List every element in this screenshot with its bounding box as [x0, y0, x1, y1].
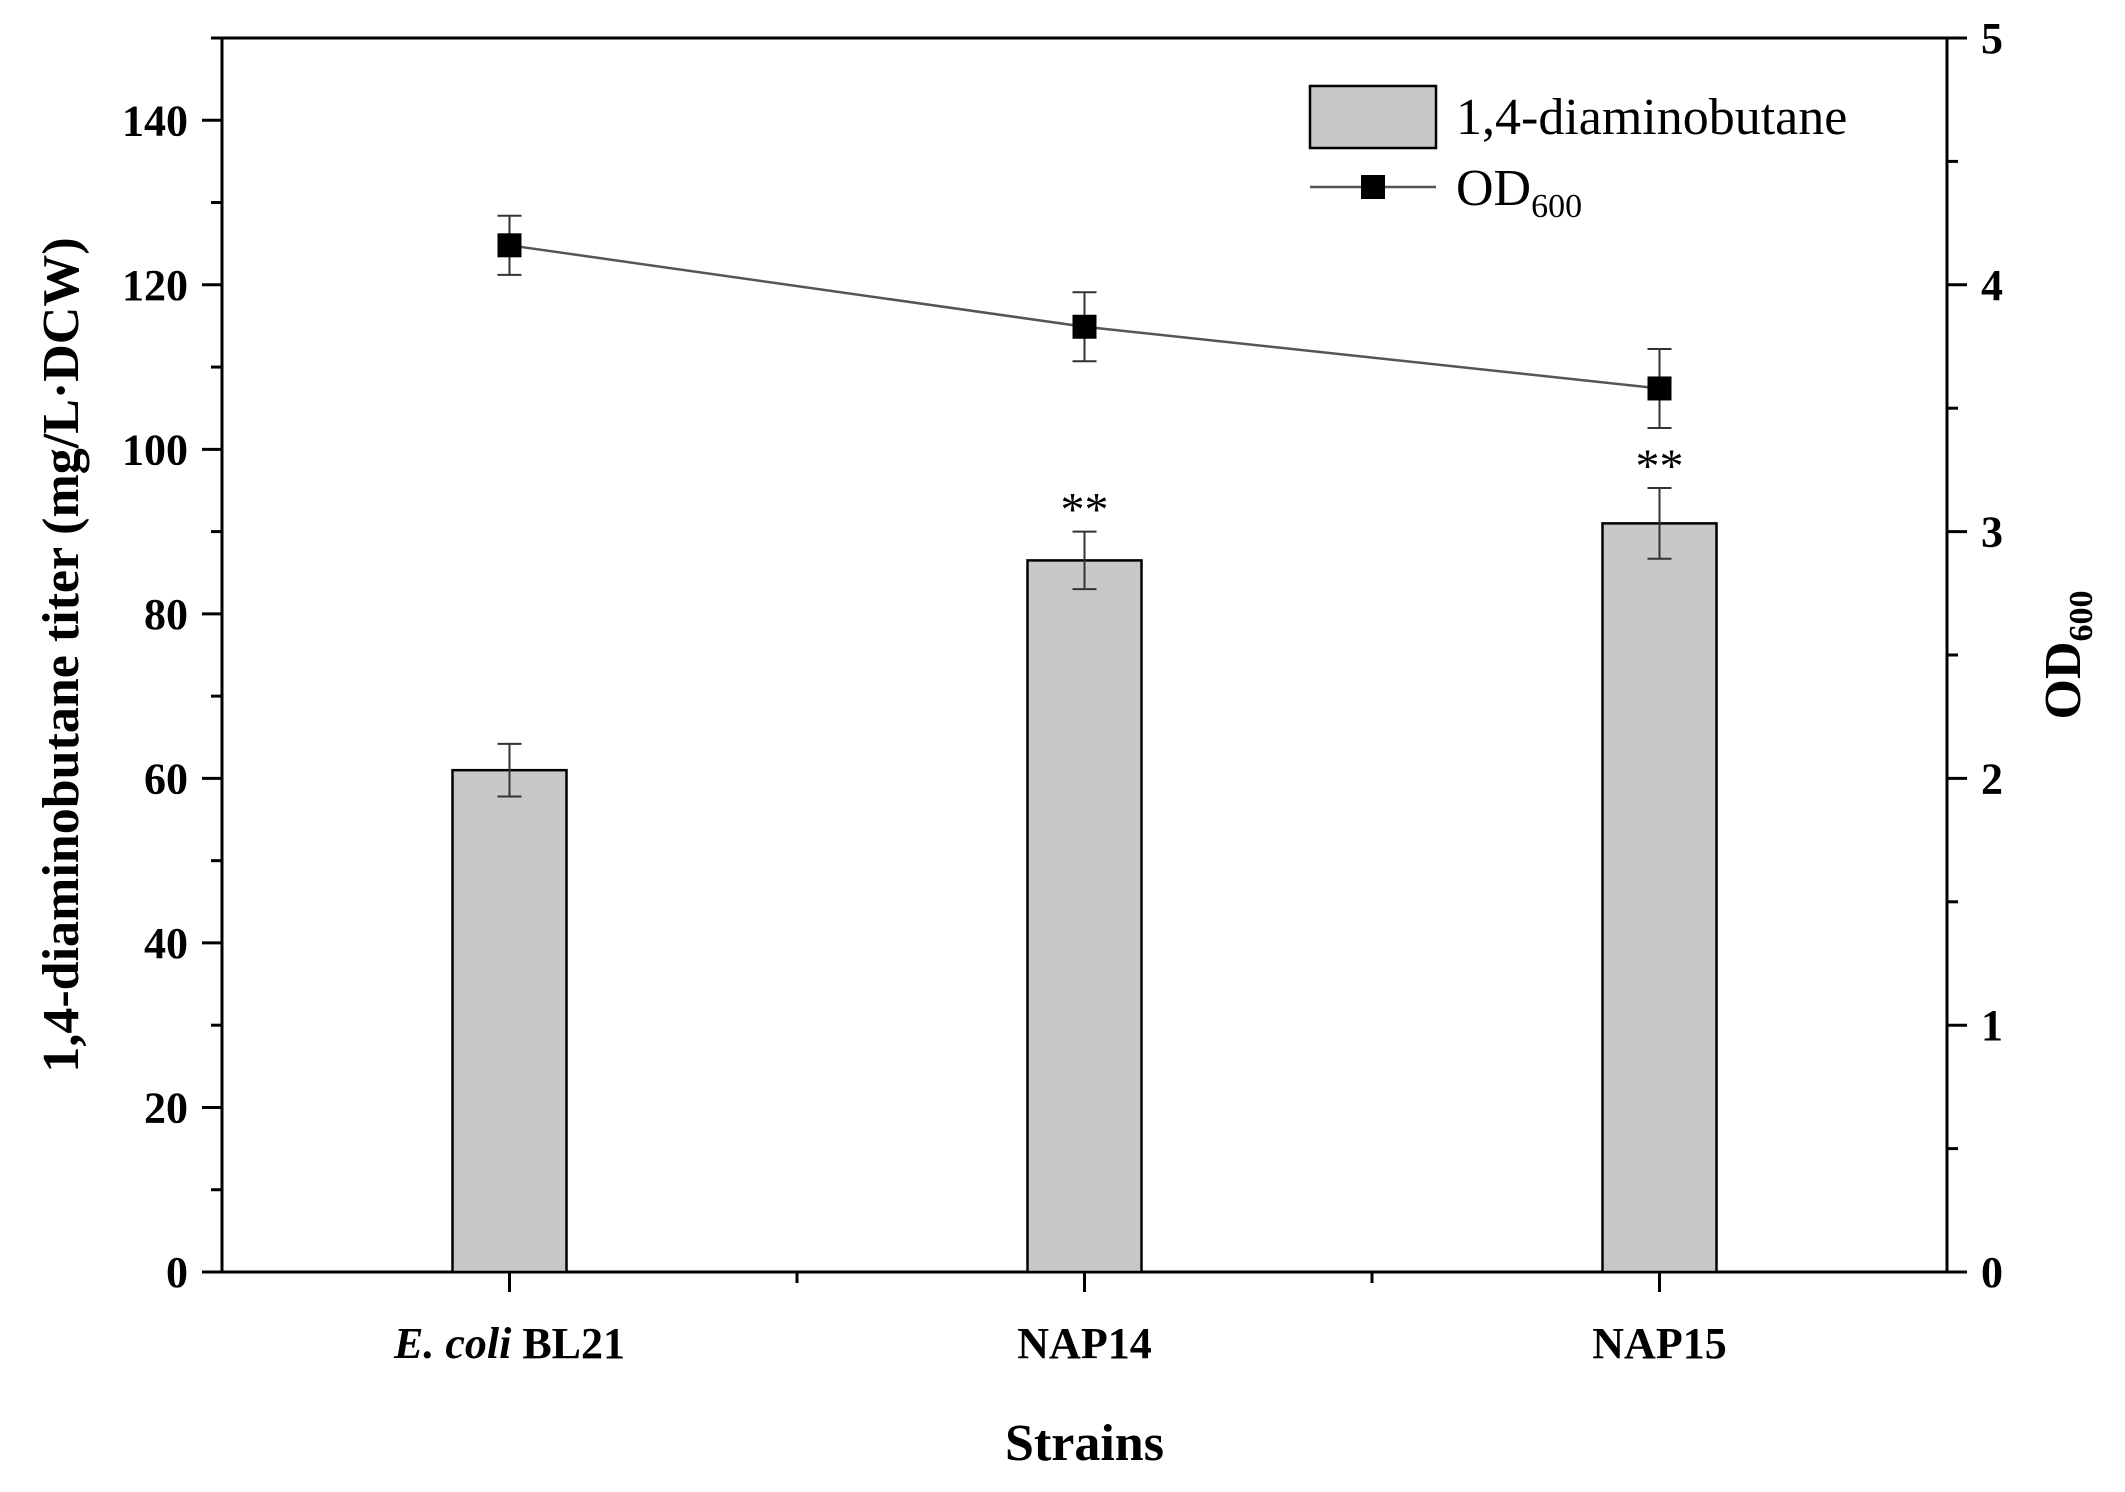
y-tick-label: 80 [144, 590, 188, 639]
significance-label: ** [1636, 440, 1684, 493]
y2-axis-title-main: OD [2035, 642, 2092, 720]
line-series-group [497, 214, 1672, 429]
y2-tick-label: 0 [1981, 1248, 2003, 1297]
bar [451, 768, 568, 1274]
x-tick-label-main: BL21 [522, 1319, 625, 1368]
od600-point [497, 233, 522, 258]
y2-tick-label: 2 [1981, 754, 2003, 803]
legend-bar-swatch [1308, 84, 1438, 150]
y-tick-label: 100 [122, 425, 188, 474]
legend: 1,4-diaminobutane OD600 [1308, 84, 1847, 225]
x-tick-label-italic: E. coli [393, 1319, 522, 1368]
legend-line-label: OD600 [1456, 160, 1582, 225]
x-tick-label: NAP15 [1592, 1319, 1726, 1368]
bar [1026, 559, 1143, 1274]
x-axis-title: Strains [1005, 1415, 1164, 1472]
significance-label: ** [1061, 484, 1109, 537]
y-tick-label: 140 [122, 96, 188, 145]
od600-point [1072, 314, 1097, 339]
bars-group: ** ** [451, 440, 1718, 1274]
y2-axis-title-sub: 600 [2063, 591, 2100, 642]
y-tick-label: 120 [122, 261, 188, 310]
y2-tick-label: 5 [1981, 14, 2003, 63]
legend-line-label-sub: 600 [1531, 188, 1582, 225]
legend-bar-label: 1,4-diaminobutane [1456, 89, 1847, 146]
legend-line-marker [1361, 175, 1385, 199]
y-tick-label: 0 [166, 1248, 188, 1297]
y2-axis-title: OD600 [2035, 591, 2100, 720]
y2-tick-label: 1 [1981, 1001, 2003, 1050]
bar [1601, 522, 1718, 1274]
y-tick-label: 60 [144, 754, 188, 803]
y-tick-label: 40 [144, 919, 188, 968]
x-tick-label: E. coli BL21 [393, 1319, 625, 1368]
y-axis-title: 1,4-diaminobutane titer (mg/L·DCW) [33, 237, 90, 1072]
y-tick-label: 20 [144, 1083, 188, 1132]
x-tick-label: NAP14 [1017, 1319, 1151, 1368]
legend-line-label-main: OD [1456, 160, 1531, 217]
y2-tick-label: 4 [1981, 261, 2003, 310]
axes-group: 0 20 40 60 80 100 120 140 0 1 2 3 4 5 E. coli BL21 NAP1… [33, 14, 2100, 1472]
y2-tick-label: 3 [1981, 508, 2003, 557]
od600-point [1647, 376, 1672, 401]
